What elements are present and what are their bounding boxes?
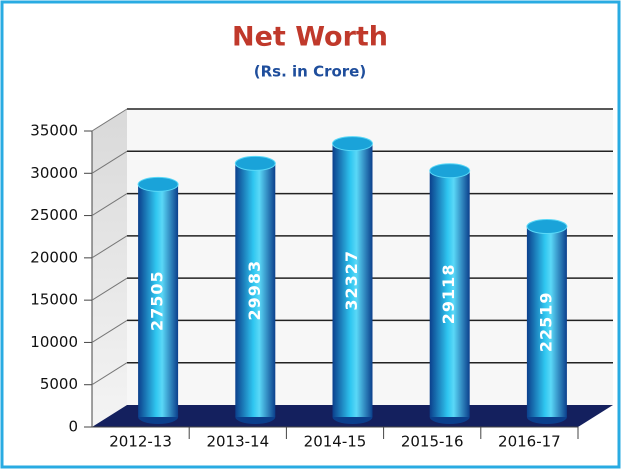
chart-title: Net Worth — [232, 22, 388, 53]
bar-top — [526, 219, 568, 235]
y-tick-label: 35000 — [30, 122, 78, 140]
grid-line-side — [91, 320, 128, 343]
bar-group: 27505 — [137, 176, 179, 424]
bar-group: 22519 — [526, 219, 568, 424]
x-tick-label: 2015-16 — [401, 433, 464, 451]
y-tick-label: 0 — [68, 418, 78, 436]
grid-line-side — [91, 193, 128, 216]
side-wall — [92, 109, 127, 427]
bar-top — [234, 155, 276, 171]
bar — [429, 170, 470, 417]
chart-subtitle: (Rs. in Crore) — [254, 63, 366, 81]
data-label: 29983 — [245, 260, 264, 321]
data-label: 29118 — [439, 264, 458, 325]
grid-line-side — [91, 362, 128, 386]
bar — [332, 143, 373, 417]
grid-line-side — [91, 235, 128, 259]
x-tick-label: 2014-15 — [304, 433, 367, 451]
data-label: 27505 — [148, 270, 167, 331]
bar-top — [332, 136, 373, 152]
y-tick-label: 5000 — [40, 375, 78, 393]
bar — [138, 184, 179, 417]
bar-group: 29983 — [234, 155, 276, 424]
y-tick-label: 10000 — [30, 333, 78, 351]
bar-group: 29118 — [429, 163, 471, 424]
y-tick-label: 15000 — [30, 291, 78, 309]
bar-group: 32327 — [332, 136, 373, 424]
grid-line-side — [91, 150, 128, 174]
bar — [235, 163, 276, 417]
bar-top — [429, 163, 471, 179]
y-tick-label: 25000 — [30, 206, 78, 224]
x-tick-label: 2013-14 — [206, 433, 269, 451]
data-label: 32327 — [342, 250, 361, 311]
bar-top — [137, 176, 179, 192]
y-tick-label: 20000 — [30, 248, 78, 266]
bar — [526, 226, 567, 417]
x-tick-label: 2012-13 — [109, 433, 172, 451]
grid-line-side — [91, 277, 128, 301]
y-tick-label: 30000 — [30, 164, 78, 182]
grid-line-side — [91, 108, 128, 132]
data-label: 22519 — [536, 291, 555, 352]
x-tick-label: 2016-17 — [498, 433, 561, 451]
